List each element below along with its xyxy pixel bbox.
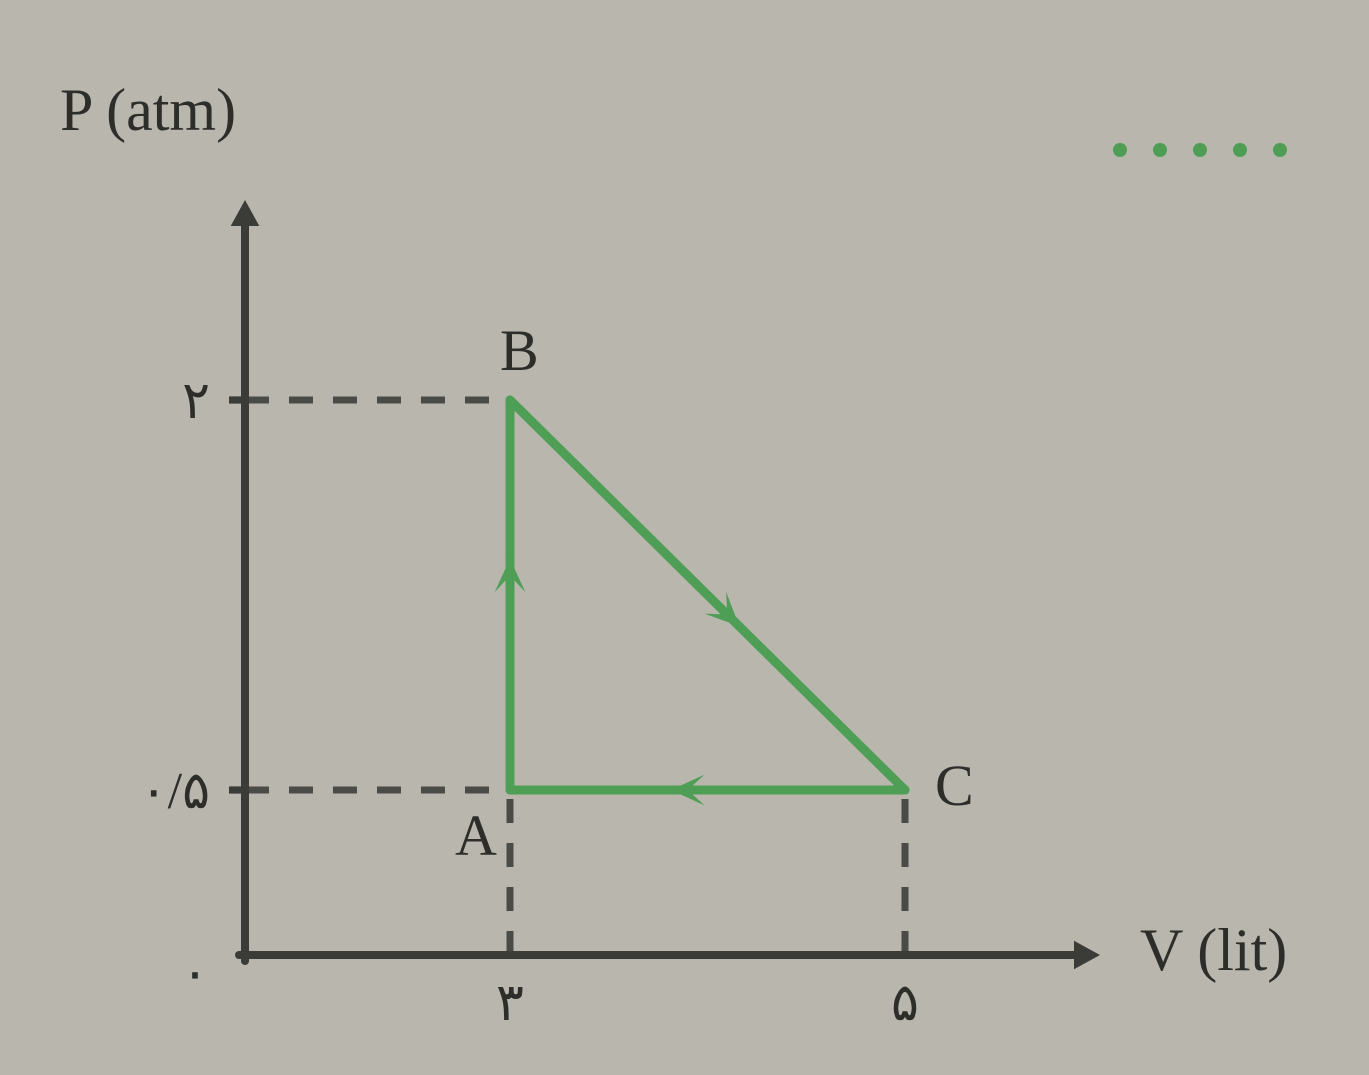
y-tick-label: ۲ — [182, 373, 210, 430]
background — [0, 0, 1369, 1075]
pv-diagram: P (atm) V (lit) ۰ ۳ ۵ ۲ ۰/۵ A B C — [0, 0, 1369, 1075]
origin-tick-label: ۰ — [181, 945, 209, 1002]
y-tick-label: ۰/۵ — [140, 763, 210, 820]
point-label-A: A — [455, 803, 497, 868]
decor-dot-icon — [1273, 143, 1287, 157]
x-tick-label: ۳ — [496, 975, 524, 1032]
decor-dot-icon — [1193, 143, 1207, 157]
x-tick-label: ۵ — [891, 975, 919, 1032]
point-label-B: B — [500, 318, 539, 383]
decor-dot-icon — [1113, 143, 1127, 157]
decor-dot-icon — [1233, 143, 1247, 157]
x-axis-label: V (lit) — [1140, 917, 1287, 983]
decor-dot-icon — [1153, 143, 1167, 157]
point-label-C: C — [935, 753, 974, 818]
y-axis-label: P (atm) — [60, 77, 236, 143]
